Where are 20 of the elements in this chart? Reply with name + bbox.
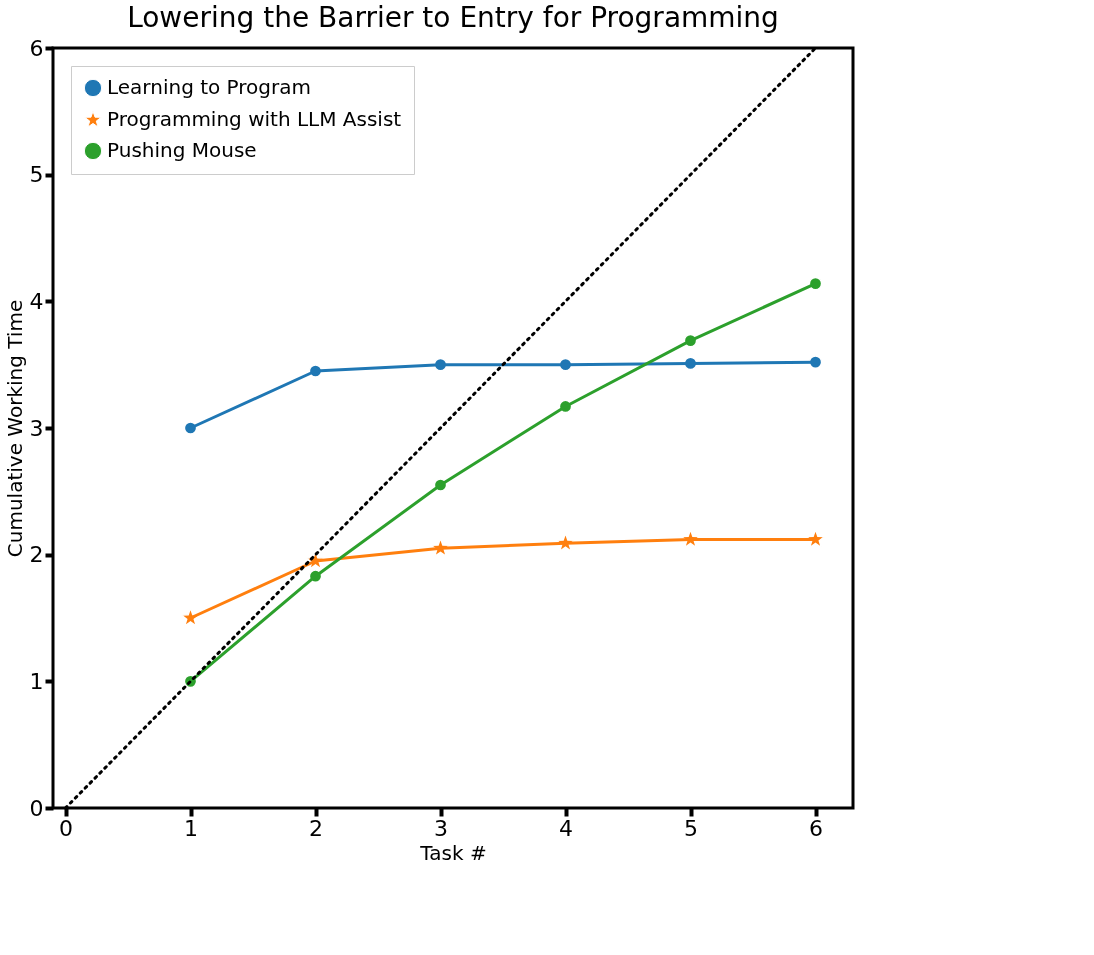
chart-title: Lowering the Barrier to Entry for Programming <box>127 1 779 34</box>
x-tick-label: 4 <box>559 815 573 841</box>
x-tick-label: 2 <box>309 815 323 841</box>
x-tick-label: 6 <box>809 815 823 841</box>
x-tick-label: 0 <box>59 815 73 841</box>
x-tick-label: 5 <box>684 815 698 841</box>
y-tick-label: 4 <box>29 288 44 314</box>
legend-label: Pushing Mouse <box>107 138 257 162</box>
y-tick-label: 2 <box>29 542 44 568</box>
y-tick-label: 1 <box>29 668 44 694</box>
legend-label: Learning to Program <box>107 75 312 99</box>
y-tick-label: 3 <box>29 415 44 441</box>
y-axis-title: Cumulative Working Time <box>2 299 27 558</box>
y-tick-label: 0 <box>29 795 44 821</box>
y-tick-label: 6 <box>29 35 44 61</box>
x-tick-label: 1 <box>184 815 198 841</box>
x-tick-label: 3 <box>434 815 448 841</box>
y-tick-label: 5 <box>29 162 44 188</box>
x-axis-title: Task # <box>419 840 487 865</box>
legend-label: Programming with LLM Assist <box>107 107 402 131</box>
